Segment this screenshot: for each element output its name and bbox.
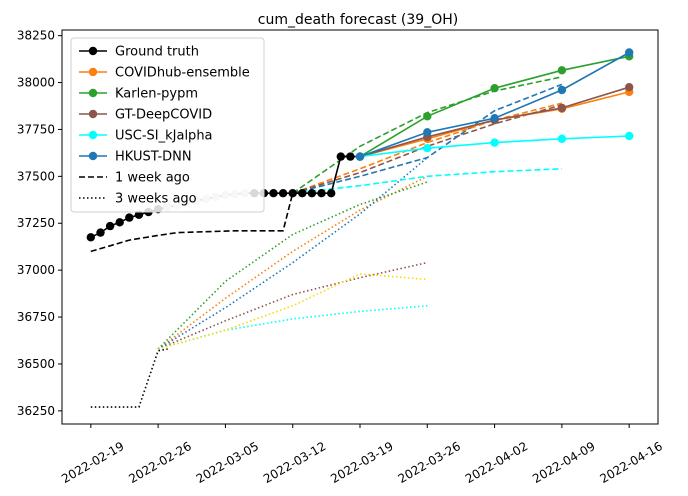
three-weeks-ago-usc-si-kjalpha-line bbox=[157, 305, 428, 350]
legend-marker-covidhub-ensemble bbox=[88, 67, 98, 77]
usc-si-kjalpha-point bbox=[423, 144, 432, 153]
legend-label: COVIDhub-ensemble bbox=[115, 66, 250, 81]
usc-si-kjalpha-point bbox=[490, 138, 499, 147]
x-tick-label: 2022-03-26 bbox=[396, 439, 463, 486]
one-week-ago-truth-line bbox=[90, 193, 294, 253]
hkust-dnn-point bbox=[557, 85, 567, 95]
legend: Ground truth COVIDhub-ensemble Karlen-pypm… bbox=[70, 37, 265, 213]
ground-truth-point bbox=[317, 189, 326, 198]
ground-truth-point bbox=[86, 233, 96, 242]
legend-label: USC-SI_kJalpha bbox=[115, 129, 213, 144]
one-week-ago-gt-deepcovid-line bbox=[292, 104, 563, 194]
hkust-dnn-point bbox=[490, 114, 499, 123]
three-weeks-ago-truth-line bbox=[90, 348, 168, 408]
y-tick-label: 38000 bbox=[17, 76, 55, 90]
ground-truth-point bbox=[278, 189, 288, 198]
ground-truth-point bbox=[288, 189, 297, 198]
karlen-pypm-point bbox=[423, 112, 432, 121]
legend-box bbox=[70, 37, 265, 213]
one-week-ago-covidhub-ensemble-line bbox=[292, 102, 563, 194]
hkust-dnn-point bbox=[423, 128, 432, 137]
ground-truth-point bbox=[125, 213, 134, 222]
legend-marker-hkust-dnn bbox=[88, 151, 98, 161]
x-tick-label: 2022-03-05 bbox=[194, 439, 261, 486]
ground-truth-point bbox=[298, 189, 307, 198]
legend-marker-usc-si-kjalpha bbox=[88, 130, 98, 140]
x-tick-label: 2022-03-12 bbox=[261, 439, 328, 486]
three-weeks-ago-covidhub-ensemble-line bbox=[157, 175, 428, 350]
y-tick-label: 36250 bbox=[17, 404, 55, 418]
y-axis: 36250 36500 36750 37000 37250 37500 37750 38000… bbox=[17, 29, 62, 418]
gt-deepcovid-point bbox=[557, 103, 567, 113]
legend-marker-karlen-pypm bbox=[88, 88, 98, 98]
x-tick-label: 2022-02-19 bbox=[59, 439, 126, 486]
legend-label: GT-DeepCOVID bbox=[115, 108, 212, 123]
x-tick-label: 2022-04-02 bbox=[463, 439, 530, 486]
x-tick-label: 2022-04-09 bbox=[530, 439, 597, 486]
karlen-pypm-point bbox=[557, 66, 567, 75]
legend-label: Karlen-pypm bbox=[115, 87, 198, 102]
usc-si-kjalpha-point bbox=[557, 134, 567, 143]
x-tick-label: 2022-03-19 bbox=[328, 439, 395, 486]
y-tick-label: 37250 bbox=[17, 216, 55, 230]
legend-label: 3 weeks ago bbox=[115, 192, 197, 207]
x-axis: 2022-02-19 2022-02-26 2022-03-05 2022-03-12… bbox=[59, 424, 665, 486]
three-weeks-ago-karlen-pypm-line bbox=[157, 181, 428, 350]
ground-truth-point bbox=[96, 228, 105, 237]
y-tick-label: 37500 bbox=[17, 169, 55, 183]
ground-truth-point bbox=[115, 218, 124, 227]
hkust-dnn-point bbox=[355, 152, 365, 161]
three-weeks-ago-extra-line bbox=[157, 273, 428, 350]
y-tick-label: 37000 bbox=[17, 263, 55, 277]
three-weeks-ago-gt-deepcovid-line bbox=[157, 261, 428, 350]
ground-truth-point bbox=[134, 210, 144, 219]
legend-marker-ground-truth bbox=[88, 46, 98, 56]
chart-title: cum_death forecast (39_OH) bbox=[258, 12, 458, 28]
ground-truth-point bbox=[336, 152, 345, 161]
one-week-ago-hkust-dnn-line bbox=[292, 83, 563, 194]
ground-truth-point bbox=[269, 189, 278, 198]
legend-label: HKUST-DNN bbox=[115, 150, 192, 165]
ground-truth-point bbox=[327, 189, 336, 198]
usc-si-kjalpha-point bbox=[625, 131, 634, 141]
legend-label: 1 week ago bbox=[115, 171, 190, 186]
x-tick-label: 2022-04-16 bbox=[597, 439, 664, 486]
y-tick-label: 38250 bbox=[17, 29, 55, 43]
legend-marker-gt-deepcovid bbox=[88, 109, 98, 119]
ground-truth-point bbox=[105, 221, 115, 231]
legend-label: Ground truth bbox=[115, 45, 199, 60]
x-tick-label: 2022-02-26 bbox=[126, 439, 193, 486]
three-weeks-ago-hkust-dnn-line bbox=[157, 156, 428, 350]
ground-truth-point bbox=[307, 189, 317, 198]
one-week-ago-usc-si-kjalpha-line bbox=[292, 168, 562, 194]
y-tick-label: 36500 bbox=[17, 357, 55, 371]
hkust-dnn-point bbox=[625, 48, 634, 57]
ground-truth-point bbox=[346, 152, 355, 161]
y-tick-label: 37750 bbox=[17, 122, 55, 136]
karlen-pypm-point bbox=[490, 84, 499, 93]
gt-deepcovid-point bbox=[625, 83, 634, 92]
y-tick-label: 36750 bbox=[17, 310, 55, 324]
